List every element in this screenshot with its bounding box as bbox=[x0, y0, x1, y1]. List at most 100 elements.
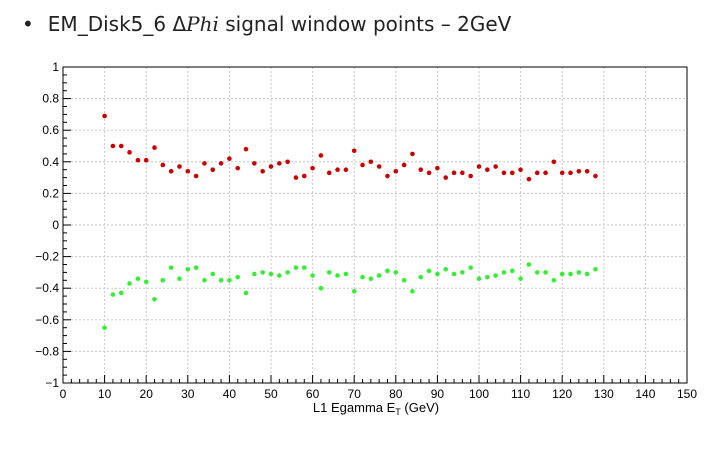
title-phi: Phi bbox=[186, 12, 219, 36]
data-point-series-1 bbox=[401, 162, 407, 168]
slide-title: • EM_Disk5_6 ΔPhi signal window points – … bbox=[22, 12, 511, 36]
x-tick-label: 80 bbox=[389, 387, 403, 401]
x-tick-label: 150 bbox=[677, 387, 697, 401]
data-point-series-2 bbox=[218, 278, 224, 283]
data-point-series-2 bbox=[102, 325, 107, 331]
data-point-series-2 bbox=[476, 276, 482, 282]
x-tick-label: 90 bbox=[431, 387, 445, 401]
x-axis-title: L1 Egamma ET (GeV) bbox=[313, 400, 439, 417]
data-point-series-2 bbox=[160, 278, 166, 283]
data-point-series-1 bbox=[426, 170, 432, 176]
data-point-series-1 bbox=[235, 165, 241, 171]
data-point-series-1 bbox=[576, 168, 582, 174]
data-point-series-1 bbox=[168, 168, 174, 174]
data-point-series-1 bbox=[593, 173, 598, 179]
data-point-series-1 bbox=[360, 162, 365, 168]
data-point-series-1 bbox=[493, 164, 498, 169]
data-point-series-2 bbox=[168, 265, 174, 270]
data-point-series-2 bbox=[343, 271, 349, 277]
data-point-series-2 bbox=[593, 266, 598, 272]
data-point-series-2 bbox=[177, 276, 182, 282]
data-point-series-2 bbox=[310, 273, 315, 278]
data-point-series-2 bbox=[268, 271, 274, 277]
x-axis-title-main: L1 Egamma E bbox=[313, 400, 396, 415]
data-point-series-2 bbox=[451, 271, 457, 277]
data-points bbox=[102, 113, 598, 331]
data-point-series-1 bbox=[559, 170, 565, 176]
y-tick-label: −1 bbox=[45, 376, 59, 390]
data-point-series-2 bbox=[360, 274, 365, 280]
data-point-series-2 bbox=[193, 265, 199, 270]
data-point-series-2 bbox=[243, 290, 249, 296]
x-tick-label: 60 bbox=[306, 387, 320, 401]
data-point-series-1 bbox=[193, 173, 199, 179]
x-axis-title-unit: (GeV) bbox=[401, 400, 439, 415]
data-point-series-1 bbox=[293, 175, 299, 180]
grid-lines bbox=[63, 67, 687, 383]
data-point-series-2 bbox=[568, 271, 573, 277]
data-point-series-1 bbox=[177, 164, 182, 169]
data-point-series-1 bbox=[518, 167, 523, 172]
x-tick-label: 110 bbox=[511, 387, 530, 401]
data-point-series-2 bbox=[143, 279, 149, 285]
data-point-series-1 bbox=[102, 113, 107, 119]
data-point-series-1 bbox=[143, 157, 149, 163]
data-point-series-1 bbox=[218, 161, 224, 166]
data-point-series-2 bbox=[301, 265, 307, 270]
data-point-series-2 bbox=[326, 270, 332, 275]
data-point-series-1 bbox=[277, 161, 282, 166]
data-point-series-2 bbox=[260, 270, 265, 275]
data-point-series-2 bbox=[252, 271, 257, 277]
data-point-series-1 bbox=[185, 168, 191, 174]
data-point-series-2 bbox=[227, 278, 232, 283]
data-point-series-2 bbox=[376, 273, 382, 278]
data-point-series-1 bbox=[135, 157, 141, 163]
data-point-series-2 bbox=[584, 271, 590, 277]
y-tick-label: 0.2 bbox=[42, 186, 59, 200]
data-point-series-2 bbox=[318, 285, 324, 291]
data-point-series-1 bbox=[534, 170, 540, 176]
data-point-series-1 bbox=[326, 170, 332, 176]
data-point-series-1 bbox=[485, 167, 490, 172]
data-point-series-1 bbox=[285, 159, 290, 165]
data-point-series-1 bbox=[210, 167, 216, 172]
data-point-series-1 bbox=[243, 146, 249, 152]
data-point-series-2 bbox=[534, 270, 540, 275]
data-point-series-2 bbox=[393, 270, 399, 275]
data-point-series-2 bbox=[385, 268, 390, 274]
data-point-series-1 bbox=[476, 164, 482, 169]
data-point-series-2 bbox=[110, 292, 116, 297]
title-suffix: signal window points – 2GeV bbox=[218, 12, 512, 36]
x-tick-label: 140 bbox=[635, 387, 655, 401]
x-tick-label: 70 bbox=[348, 387, 362, 401]
data-point-series-2 bbox=[351, 289, 357, 294]
data-point-series-1 bbox=[335, 167, 340, 172]
data-point-series-1 bbox=[268, 164, 274, 169]
data-point-series-1 bbox=[543, 170, 548, 176]
data-point-series-2 bbox=[135, 276, 141, 282]
title-prefix: EM_Disk5_6 Δ bbox=[47, 12, 187, 36]
data-point-series-2 bbox=[485, 274, 490, 280]
data-point-series-1 bbox=[351, 148, 357, 154]
data-point-series-1 bbox=[435, 165, 440, 171]
data-point-series-2 bbox=[152, 296, 157, 302]
data-point-series-2 bbox=[235, 274, 241, 280]
data-point-series-1 bbox=[301, 173, 307, 179]
data-point-series-1 bbox=[443, 175, 449, 180]
data-point-series-2 bbox=[210, 271, 216, 277]
data-point-series-1 bbox=[584, 168, 590, 174]
data-point-series-2 bbox=[185, 266, 191, 272]
data-point-series-2 bbox=[551, 278, 557, 283]
data-point-series-1 bbox=[368, 159, 374, 165]
data-point-series-2 bbox=[285, 270, 290, 275]
x-tick-label: 120 bbox=[552, 387, 572, 401]
data-point-series-2 bbox=[426, 268, 432, 274]
data-point-series-1 bbox=[393, 168, 399, 174]
tick-labels: 0 10 20 30 40 50 60 70 80 90 100 110 120 130 140 150−1−… bbox=[35, 60, 697, 401]
data-point-series-2 bbox=[493, 273, 498, 278]
data-point-series-1 bbox=[451, 170, 457, 176]
data-point-series-2 bbox=[202, 278, 207, 283]
data-point-series-1 bbox=[260, 168, 265, 174]
data-point-series-1 bbox=[310, 165, 315, 171]
data-point-series-2 bbox=[443, 266, 449, 272]
